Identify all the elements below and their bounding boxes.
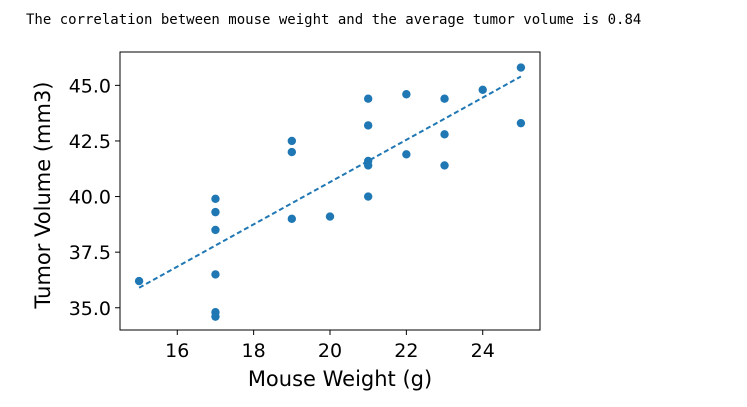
data-point (478, 85, 487, 95)
y-tick-label: 45.0 (69, 75, 111, 97)
y-tick-label: 42.5 (69, 131, 111, 153)
data-point (440, 161, 449, 170)
data-point (287, 136, 297, 146)
x-axis-label: Mouse Weight (g) (248, 367, 432, 391)
correlation-output-text: The correlation between mouse weight and… (26, 12, 642, 28)
y-tick-label: 40.0 (69, 187, 111, 209)
data-point (516, 63, 526, 72)
data-point (516, 118, 526, 128)
data-point (211, 270, 220, 279)
data-point (402, 150, 411, 159)
plot-area: 16 18 20 22 24 35.0 37.5 40.0 42.5 45.0 Mouse Weig… (31, 51, 541, 391)
axes-frame (119, 51, 541, 331)
data-point (440, 94, 449, 103)
y-axis-label: Tumor Volume (mm3) (31, 81, 55, 309)
data-point (287, 147, 297, 157)
data-point (402, 90, 411, 99)
data-point (211, 225, 220, 235)
data-point (211, 194, 220, 203)
y-tick-label: 37.5 (69, 242, 111, 264)
x-tick-label: 24 (471, 340, 495, 362)
data-point (363, 94, 373, 103)
x-tick-label: 16 (165, 340, 189, 362)
data-point (211, 207, 220, 217)
data-point (363, 192, 373, 201)
data-point (363, 161, 373, 170)
data-point (363, 121, 373, 130)
data-point (134, 276, 144, 286)
x-tick-label: 22 (394, 340, 418, 362)
data-point (325, 212, 335, 221)
data-point (440, 130, 449, 139)
y-tick-label: 35.0 (69, 298, 111, 320)
data-point (211, 312, 220, 321)
data-point (287, 214, 297, 223)
regression-line (138, 75, 522, 289)
x-tick-label: 18 (242, 340, 266, 362)
x-tick-label: 20 (318, 340, 342, 362)
